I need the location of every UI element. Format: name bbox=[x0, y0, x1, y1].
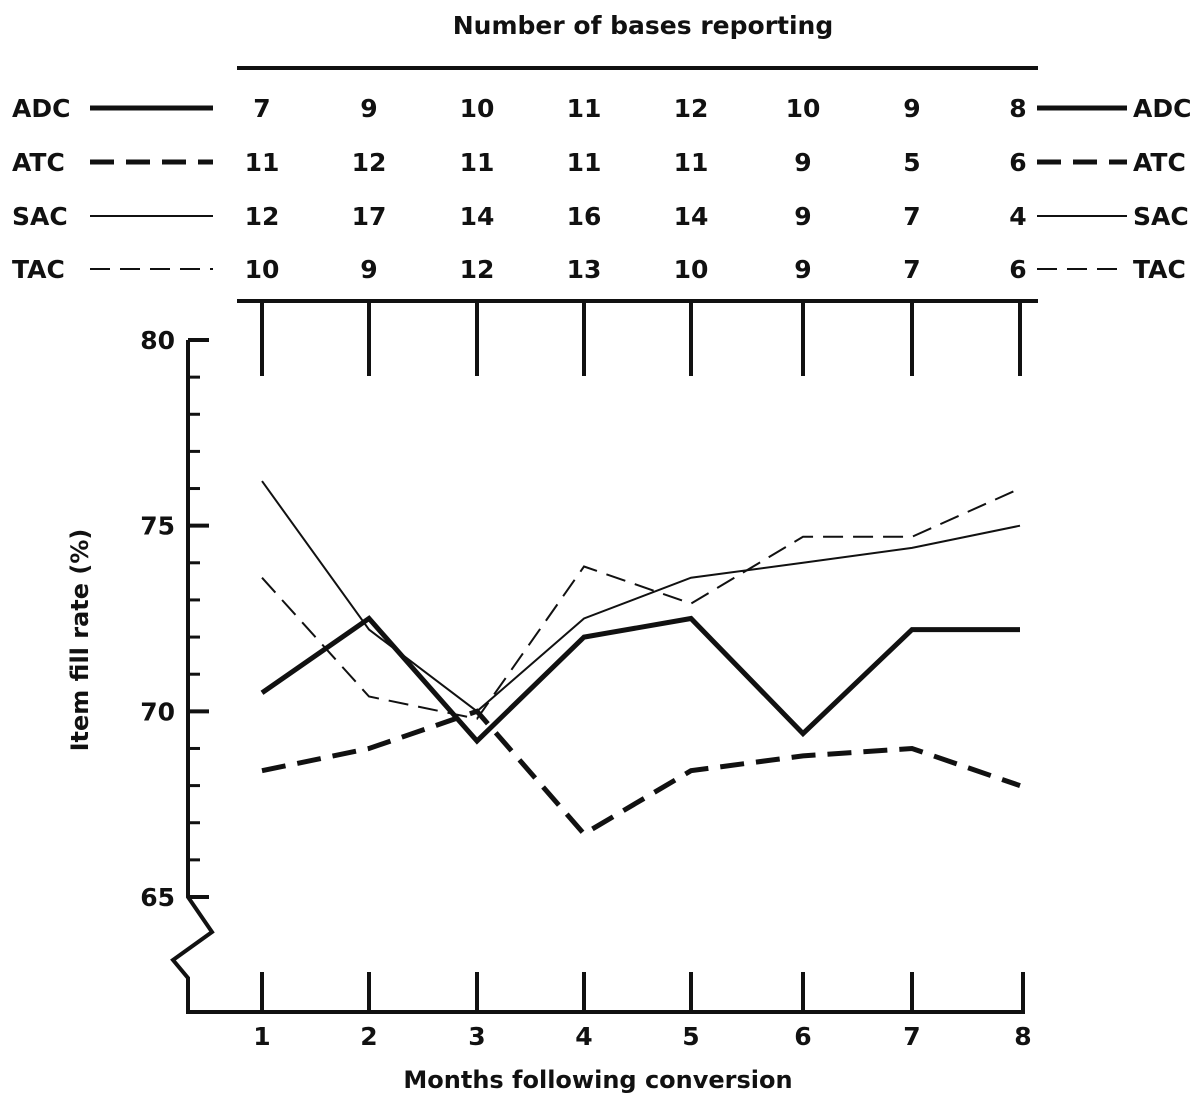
bases-count-atc-m1: 11 bbox=[245, 148, 280, 177]
x-tick-label-8: 8 bbox=[1014, 1022, 1031, 1051]
series-line-atc bbox=[261, 708, 1021, 838]
bases-table-title: Number of bases reporting bbox=[453, 11, 834, 40]
bases-count-tac-m3: 12 bbox=[460, 255, 495, 284]
legend-label-right-atc: ATC bbox=[1133, 148, 1186, 177]
legend-label-left-sac: SAC bbox=[12, 202, 68, 231]
bases-table: ADC 7 9 10 11 12 10 9 8 ADC ATC 11 12 11 11 11 9 5 6 ATC SAC… bbox=[12, 66, 1191, 376]
legend-label-right-tac: TAC bbox=[1133, 255, 1186, 284]
bases-count-tac-m1: 10 bbox=[245, 255, 280, 284]
bases-count-atc-m5: 11 bbox=[674, 148, 709, 177]
bases-count-atc-m3: 11 bbox=[460, 148, 495, 177]
bases-count-tac-m6: 9 bbox=[794, 255, 811, 284]
bases-count-adc-m5: 12 bbox=[674, 94, 709, 123]
bases-count-atc-m4: 11 bbox=[567, 148, 602, 177]
legend-label-left-adc: ADC bbox=[12, 94, 70, 123]
bases-count-adc-m1: 7 bbox=[253, 94, 270, 123]
bases-count-sac-m7: 7 bbox=[903, 202, 920, 231]
legend-label-right-adc: ADC bbox=[1133, 94, 1191, 123]
bases-count-sac-m3: 14 bbox=[460, 202, 495, 231]
bases-count-adc-m2: 9 bbox=[360, 94, 377, 123]
y-axis-label: Item fill rate (%) bbox=[66, 529, 94, 752]
bases-count-atc-m2: 12 bbox=[352, 148, 387, 177]
series-line-tac bbox=[261, 487, 1021, 720]
bases-count-adc-m6: 10 bbox=[786, 94, 821, 123]
x-tick-label-7: 7 bbox=[903, 1022, 920, 1051]
bases-count-sac-m1: 12 bbox=[245, 202, 280, 231]
legend-label-right-sac: SAC bbox=[1133, 202, 1189, 231]
legend-label-left-atc: ATC bbox=[12, 148, 65, 177]
axis-frame-with-break bbox=[170, 340, 1025, 1014]
bases-count-adc-m8: 8 bbox=[1009, 94, 1026, 123]
series-lines bbox=[260, 480, 1021, 838]
series-line-sac bbox=[261, 480, 1021, 713]
bases-count-sac-m5: 14 bbox=[674, 202, 709, 231]
series-line-adc bbox=[260, 615, 1020, 745]
y-tick-label-65: 65 bbox=[140, 883, 175, 912]
y-tick-label-80: 80 bbox=[140, 326, 175, 355]
bases-count-atc-m6: 9 bbox=[794, 148, 811, 177]
axes: 65 70 75 80 1 2 3 4 5 6 7 8 bbox=[140, 326, 1032, 1051]
bases-count-sac-m8: 4 bbox=[1009, 202, 1026, 231]
bases-count-sac-m2: 17 bbox=[352, 202, 387, 231]
bases-count-adc-m7: 9 bbox=[903, 94, 920, 123]
bases-count-atc-m7: 5 bbox=[903, 148, 920, 177]
x-tick-label-1: 1 bbox=[253, 1022, 270, 1051]
x-axis-label: Months following conversion bbox=[403, 1066, 792, 1094]
bases-count-tac-m2: 9 bbox=[360, 255, 377, 284]
bases-count-adc-m4: 11 bbox=[567, 94, 602, 123]
bases-count-tac-m7: 7 bbox=[903, 255, 920, 284]
x-tick-label-5: 5 bbox=[682, 1022, 699, 1051]
legend-label-left-tac: TAC bbox=[12, 255, 65, 284]
bases-count-sac-m6: 9 bbox=[794, 202, 811, 231]
bases-count-atc-m8: 6 bbox=[1009, 148, 1026, 177]
y-tick-label-75: 75 bbox=[140, 512, 175, 541]
x-tick-label-6: 6 bbox=[794, 1022, 811, 1051]
x-tick-label-2: 2 bbox=[360, 1022, 377, 1051]
bases-count-adc-m3: 10 bbox=[460, 94, 495, 123]
bases-count-tac-m5: 10 bbox=[674, 255, 709, 284]
bases-count-tac-m8: 6 bbox=[1009, 255, 1026, 284]
x-tick-label-4: 4 bbox=[575, 1022, 592, 1051]
y-tick-label-70: 70 bbox=[140, 697, 175, 726]
x-tick-label-3: 3 bbox=[468, 1022, 485, 1051]
bases-count-tac-m4: 13 bbox=[567, 255, 602, 284]
bases-count-sac-m4: 16 bbox=[567, 202, 602, 231]
